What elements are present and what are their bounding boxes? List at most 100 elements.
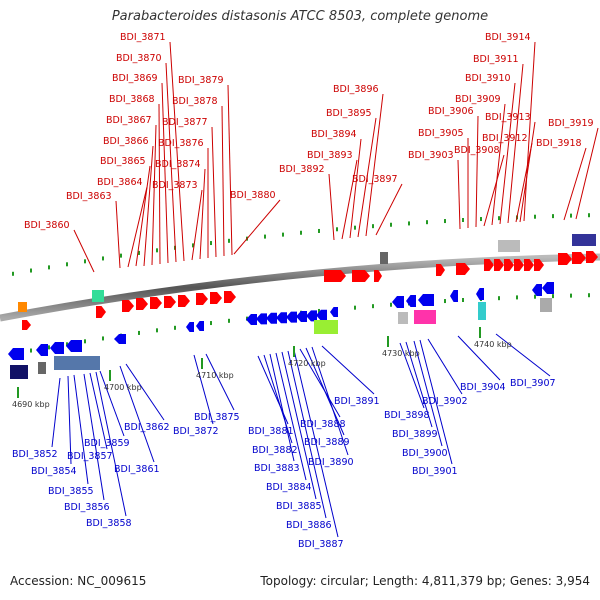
misc-block-4	[572, 234, 596, 246]
scale-labels: 4690 kbp 4700 kbp 4710 kbp 4720 kbp 4730 kbp…	[12, 327, 512, 409]
reverse-gene-13	[476, 288, 484, 300]
gene-label-bdi-3879[interactable]: BDI_3879	[178, 75, 224, 86]
gene-label-bdi-3907[interactable]: BDI_3907	[510, 378, 556, 389]
gene-label-bdi-3875[interactable]: BDI_3875	[194, 412, 240, 423]
leader-bdi-3855	[73, 374, 89, 485]
gene-label-bdi-3888[interactable]: BDI_3888	[300, 419, 346, 430]
forward-gene-a	[96, 306, 106, 318]
gene-label-bdi-3884[interactable]: BDI_3884	[266, 482, 312, 493]
gene-label-bdi-3895[interactable]: BDI_3895	[326, 108, 372, 119]
gene-label-bdi-3890[interactable]: BDI_3890	[308, 457, 354, 468]
gene-label-bdi-3866[interactable]: BDI_3866	[103, 136, 149, 147]
leader-bdi-3914	[523, 41, 536, 222]
gene-label-bdi-3865[interactable]: BDI_3865	[100, 156, 146, 167]
gene-label-bdi-3899[interactable]: BDI_3899	[392, 429, 438, 440]
gene-label-bdi-3901[interactable]: BDI_3901	[412, 466, 458, 477]
gene-label-bdi-3892[interactable]: BDI_3892	[279, 164, 325, 175]
gene-label-bdi-3869[interactable]: BDI_3869	[112, 73, 158, 84]
forward-gene-b	[22, 320, 31, 330]
gene-label-bdi-3913[interactable]: BDI_3913	[485, 112, 531, 123]
gene-label-bdi-3867[interactable]: BDI_3867	[106, 115, 152, 126]
gene-label-bdi-3904[interactable]: BDI_3904	[460, 382, 506, 393]
gene-label-bdi-3870[interactable]: BDI_3870	[116, 53, 162, 64]
leader-bdi-3866	[143, 145, 154, 267]
gene-label-bdi-3889[interactable]: BDI_3889	[304, 437, 350, 448]
gene-label-bdi-3919[interactable]: BDI_3919	[548, 118, 594, 129]
accession-text: Accession: NC_009615	[10, 574, 147, 588]
forward-gene-h1	[494, 259, 504, 271]
gene-label-bdi-3878[interactable]: BDI_3878	[172, 96, 218, 107]
gene-label-bdi-3905[interactable]: BDI_3905	[418, 128, 464, 139]
gene-label-bdi-3868[interactable]: BDI_3868	[109, 94, 155, 105]
leader-bdi-3898	[399, 342, 425, 409]
gene-label-bdi-3876[interactable]: BDI_3876	[158, 138, 204, 149]
reverse-gene-73	[276, 312, 287, 324]
misc-block-1	[92, 290, 104, 302]
gene-features	[8, 234, 598, 379]
gene-label-bdi-3864[interactable]: BDI_3864	[97, 177, 143, 188]
gene-label-bdi-3902[interactable]: BDI_3902	[422, 396, 468, 407]
gene-label-bdi-3911[interactable]: BDI_3911	[473, 54, 519, 65]
gene-label-bdi-3885[interactable]: BDI_3885	[276, 501, 322, 512]
gene-label-bdi-3910[interactable]: BDI_3910	[465, 73, 511, 84]
gene-label-bdi-3883[interactable]: BDI_3883	[254, 463, 300, 474]
gene-label-bdi-3877[interactable]: BDI_3877	[162, 117, 208, 128]
misc-block-12	[540, 298, 552, 312]
gene-label-bdi-3871[interactable]: BDI_3871	[120, 32, 166, 43]
gene-label-bdi-3914[interactable]: BDI_3914	[485, 32, 531, 43]
gene-label-bdi-3906[interactable]: BDI_3906	[428, 106, 474, 117]
leader-bdi-3873	[191, 189, 203, 261]
leader-bdi-3894	[349, 138, 362, 239]
leader-bdi-3888	[299, 348, 341, 418]
gene-label-bdi-3898[interactable]: BDI_3898	[384, 410, 430, 421]
leader-bdi-3900	[413, 340, 443, 447]
gene-label-bdi-3855[interactable]: BDI_3855	[48, 486, 94, 497]
gene-label-bdi-3886[interactable]: BDI_3886	[286, 520, 332, 531]
gene-label-bdi-3900[interactable]: BDI_3900	[402, 448, 448, 459]
gene-label-bdi-3894[interactable]: BDI_3894	[311, 129, 357, 140]
reverse-gene-77	[316, 309, 327, 321]
leader-bdi-3899	[405, 341, 433, 428]
misc-block-10	[414, 310, 436, 324]
gene-label-bdi-3880[interactable]: BDI_3880	[230, 190, 276, 201]
gene-label-bdi-3856[interactable]: BDI_3856	[64, 502, 110, 513]
leader-bdi-3871	[169, 41, 185, 262]
topology-text: Topology: circular; Length: 4,811,379 bp…	[260, 574, 590, 588]
gene-label-bdi-3912[interactable]: BDI_3912	[482, 133, 528, 144]
gene-label-bdi-3872[interactable]: BDI_3872	[173, 426, 219, 437]
leader-bdi-3859	[99, 370, 125, 437]
gene-label-bdi-3908[interactable]: BDI_3908	[454, 145, 500, 156]
gene-label-bdi-3858[interactable]: BDI_3858	[86, 518, 132, 529]
gene-label-bdi-3861[interactable]: BDI_3861	[114, 464, 160, 475]
gene-label-bdi-3874[interactable]: BDI_3874	[155, 159, 201, 170]
gene-label-bdi-3903[interactable]: BDI_3903	[408, 150, 454, 161]
gene-label-bdi-3909[interactable]: BDI_3909	[455, 94, 501, 105]
gene-label-bdi-3859[interactable]: BDI_3859	[84, 438, 130, 449]
gene-label-bdi-3860[interactable]: BDI_3860	[24, 220, 70, 231]
gene-label-bdi-3862[interactable]: BDI_3862	[124, 422, 170, 433]
gene-label-bdi-3882[interactable]: BDI_3882	[252, 445, 298, 456]
gene-label-bdi-3852[interactable]: BDI_3852	[12, 449, 58, 460]
gene-label-bdi-3897[interactable]: BDI_3897	[352, 174, 398, 185]
gene-label-bdi-3891[interactable]: BDI_3891	[334, 396, 380, 407]
reverse-gene-8	[330, 307, 338, 317]
forward-gene-g	[456, 263, 470, 275]
leader-bdi-3892	[328, 173, 335, 241]
gene-label-bdi-3873[interactable]: BDI_3873	[152, 180, 198, 191]
forward-gene-d	[352, 270, 370, 282]
leader-bdi-3868	[158, 103, 161, 265]
leader-bdi-3882	[263, 354, 293, 444]
forward-gene-e	[374, 270, 382, 282]
leader-bdi-3895	[357, 117, 377, 238]
gene-label-bdi-3893[interactable]: BDI_3893	[307, 150, 353, 161]
gene-label-bdi-3854[interactable]: BDI_3854	[31, 466, 77, 477]
gene-label-bdi-3857[interactable]: BDI_3857	[67, 451, 113, 462]
gene-label-bdi-3863[interactable]: BDI_3863	[66, 191, 112, 202]
gene-label-bdi-3918[interactable]: BDI_3918	[536, 138, 582, 149]
gene-label-bdi-3881[interactable]: BDI_3881	[248, 426, 294, 437]
forward-gene-h5	[534, 259, 544, 271]
misc-block-8	[314, 320, 338, 334]
leader-lines	[51, 41, 599, 538]
gene-label-bdi-3887[interactable]: BDI_3887	[298, 539, 344, 550]
gene-label-bdi-3896[interactable]: BDI_3896	[333, 84, 379, 95]
